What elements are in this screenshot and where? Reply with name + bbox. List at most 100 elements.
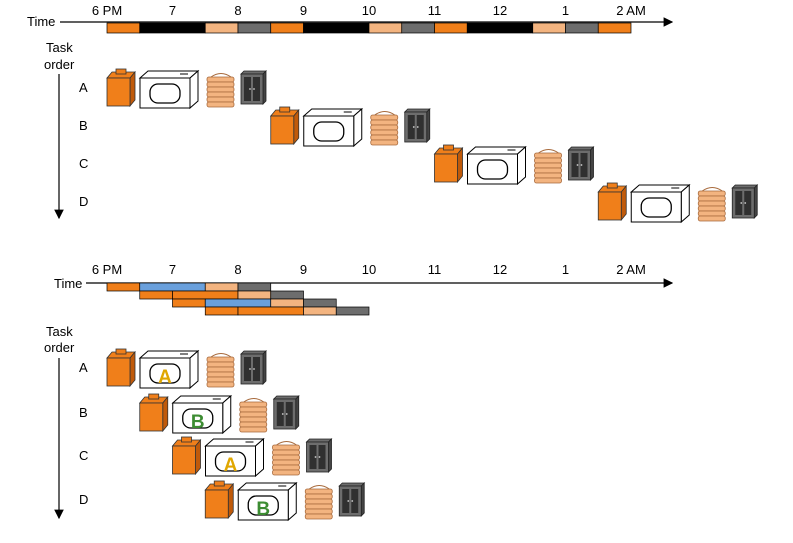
task-row: B xyxy=(79,106,431,148)
timeline-segment xyxy=(434,22,468,34)
pipeline-segment xyxy=(204,306,239,316)
tick-label: 9 xyxy=(300,262,307,277)
closet-icon xyxy=(305,438,333,473)
task-label: C xyxy=(79,448,88,463)
washer-icon xyxy=(433,144,464,184)
task-label: B xyxy=(79,118,88,133)
tick-label: 2 AM xyxy=(616,262,646,277)
folded-clothes-icon xyxy=(534,149,562,184)
task-label: D xyxy=(79,194,88,209)
folded-clothes-icon xyxy=(304,485,333,520)
closet-icon xyxy=(731,184,759,219)
timeline-segment xyxy=(139,22,206,34)
timeline-segment xyxy=(204,22,239,34)
dryer-icon xyxy=(629,183,691,224)
pipeline-bars xyxy=(106,282,370,316)
folded-clothes-icon xyxy=(370,111,399,146)
pipeline-segment xyxy=(303,298,337,308)
task-label: C xyxy=(79,156,88,171)
washer-icon xyxy=(204,480,235,520)
pipeline-segment xyxy=(237,306,304,316)
timeline-segment xyxy=(466,22,534,34)
task-label: B xyxy=(79,405,88,420)
tick-label: 6 PM xyxy=(92,3,122,18)
closet-icon xyxy=(567,146,595,181)
tick-label: 8 xyxy=(234,3,241,18)
washer-icon xyxy=(106,348,136,388)
tick-labels: 6 PM 7 8 9 10 11 12 1 2 AM xyxy=(92,262,646,277)
task-label: D xyxy=(79,492,88,507)
pipeline-segment xyxy=(172,290,239,300)
task-label: A xyxy=(79,360,88,375)
tick-labels: 6 PM 7 8 9 10 11 12 1 2 AM xyxy=(92,3,646,18)
tick-label: 10 xyxy=(362,262,376,277)
task-order-axis: Task order xyxy=(44,324,75,520)
pipeline-segment xyxy=(237,290,272,300)
closet-icon xyxy=(272,395,300,430)
timeline-segment xyxy=(401,22,435,34)
timeline-segment xyxy=(532,22,566,34)
dryer-letter: A xyxy=(224,455,238,476)
pipelined-panel: 6 PM 7 8 9 10 11 12 1 2 AM Time Task order A AB BC… xyxy=(44,262,674,522)
task-label: A xyxy=(79,80,88,95)
pipeline-segment xyxy=(139,282,206,292)
closet-icon xyxy=(240,70,267,105)
pipeline-segment xyxy=(172,298,206,308)
tick-label: 11 xyxy=(428,3,442,18)
task-order-label-line2: order xyxy=(44,57,75,72)
dryer-icon xyxy=(138,69,200,110)
closet-icon xyxy=(403,108,431,143)
time-axis-top: Time 6 PM 7 8 9 10 11 12 1 2 AM xyxy=(27,3,674,34)
tick-label: 9 xyxy=(300,3,307,18)
task-row: C xyxy=(79,144,595,186)
washer-icon xyxy=(106,68,136,108)
timeline-bar xyxy=(106,22,632,34)
timeline-segment xyxy=(237,22,272,34)
timeline-segment xyxy=(597,22,632,34)
washer-icon xyxy=(269,106,300,146)
closet-icon xyxy=(338,482,366,517)
task-rows: A B C D xyxy=(79,68,759,224)
pipeline-segment xyxy=(335,306,370,316)
tick-label: 10 xyxy=(362,3,376,18)
pipeline-segment xyxy=(270,290,304,300)
dryer-icon: B xyxy=(236,481,298,522)
timeline-segment xyxy=(270,22,304,34)
time-label: Time xyxy=(27,14,55,29)
task-order-label-line1: Task xyxy=(46,324,73,339)
folded-clothes-icon xyxy=(272,441,300,476)
tick-label: 7 xyxy=(169,262,176,277)
closet-icon xyxy=(240,350,267,385)
time-label: Time xyxy=(54,276,82,291)
tick-label: 7 xyxy=(169,3,176,18)
timeline-segment xyxy=(565,22,599,34)
tick-label: 12 xyxy=(493,3,507,18)
sequential-panel: Time 6 PM 7 8 9 10 11 12 1 2 AM Task order A B C D xyxy=(27,3,759,224)
task-order-axis: Task order xyxy=(44,40,75,220)
pipeline-segment xyxy=(204,282,239,292)
pipeline-segment xyxy=(204,298,272,308)
washer-icon xyxy=(138,393,169,433)
dryer-icon: A xyxy=(138,349,200,390)
dryer-letter: A xyxy=(158,367,172,388)
folded-clothes-icon xyxy=(697,187,726,222)
tick-label: 6 PM xyxy=(92,262,122,277)
folded-clothes-icon xyxy=(239,398,268,433)
dryer-icon: A xyxy=(204,437,265,478)
washer-icon xyxy=(597,182,628,222)
pipeline-segment xyxy=(270,298,304,308)
tick-label: 2 AM xyxy=(616,3,646,18)
tick-label: 12 xyxy=(493,262,507,277)
pipeline-segment xyxy=(106,282,141,292)
task-order-label-line2: order xyxy=(44,340,75,355)
time-axis-bottom: 6 PM 7 8 9 10 11 12 1 2 AM Time xyxy=(54,262,674,316)
task-order-label-line1: Task xyxy=(46,40,73,55)
dryer-icon xyxy=(302,107,364,148)
dryer-icon: B xyxy=(171,394,233,435)
dryer-letter: B xyxy=(256,499,270,520)
dryer-letter: B xyxy=(191,412,205,433)
timeline-segment xyxy=(106,22,141,34)
